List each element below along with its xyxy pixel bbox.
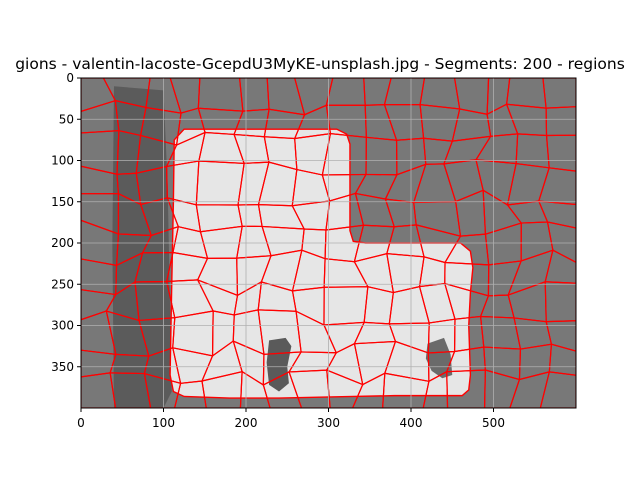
segment-cell (546, 221, 576, 264)
segment-cell (326, 369, 364, 408)
segment-cell (548, 343, 576, 376)
x-tick-label: 300 (317, 416, 340, 430)
segment-cell (537, 167, 576, 206)
segment-cell (262, 371, 303, 408)
y-tick-label: 100 (51, 154, 74, 168)
x-tick-label: 500 (482, 416, 505, 430)
y-tick-label: 0 (66, 71, 74, 85)
y-tick-label: 300 (51, 319, 74, 333)
segment-cell (545, 320, 576, 352)
segment-cell (109, 372, 152, 408)
shape-boundary (169, 128, 474, 399)
segment-cell (545, 134, 576, 172)
y-tick-label: 350 (51, 360, 74, 374)
segment-cell (539, 371, 576, 408)
dark-region (112, 86, 172, 408)
hole-region (266, 337, 292, 392)
segment-cell (544, 281, 576, 323)
segment-cell (288, 369, 331, 408)
segment-cell (483, 369, 521, 408)
segment-cell (351, 372, 386, 408)
segment-cell (174, 380, 207, 408)
axes: 0 100 200 300 400 500 0 50 100 150 200 250 300 350 (51, 71, 577, 430)
segment-cell (239, 370, 271, 408)
segment-cell (544, 249, 576, 284)
segment-cell (509, 371, 551, 408)
hole-region (425, 337, 453, 379)
y-tick-label: 150 (51, 195, 74, 209)
segment-cell (201, 370, 243, 408)
y-tick-label: 250 (51, 277, 74, 291)
segment-cell (143, 372, 182, 408)
segment-cell (545, 106, 576, 137)
segment-cell (542, 78, 576, 109)
x-tick-label: 400 (400, 416, 423, 430)
x-tick-label: 0 (77, 416, 85, 430)
y-tick-label: 50 (59, 112, 74, 126)
segment-cell (81, 372, 117, 408)
segment-cell (422, 370, 449, 408)
x-tick-label: 200 (235, 416, 258, 430)
x-tick-label: 100 (152, 416, 175, 430)
chart-title: gions - valentin-lacoste-GcepdU3MyKE-uns… (15, 55, 625, 73)
y-tick-label: 200 (51, 236, 74, 250)
segment-cell (537, 200, 576, 229)
